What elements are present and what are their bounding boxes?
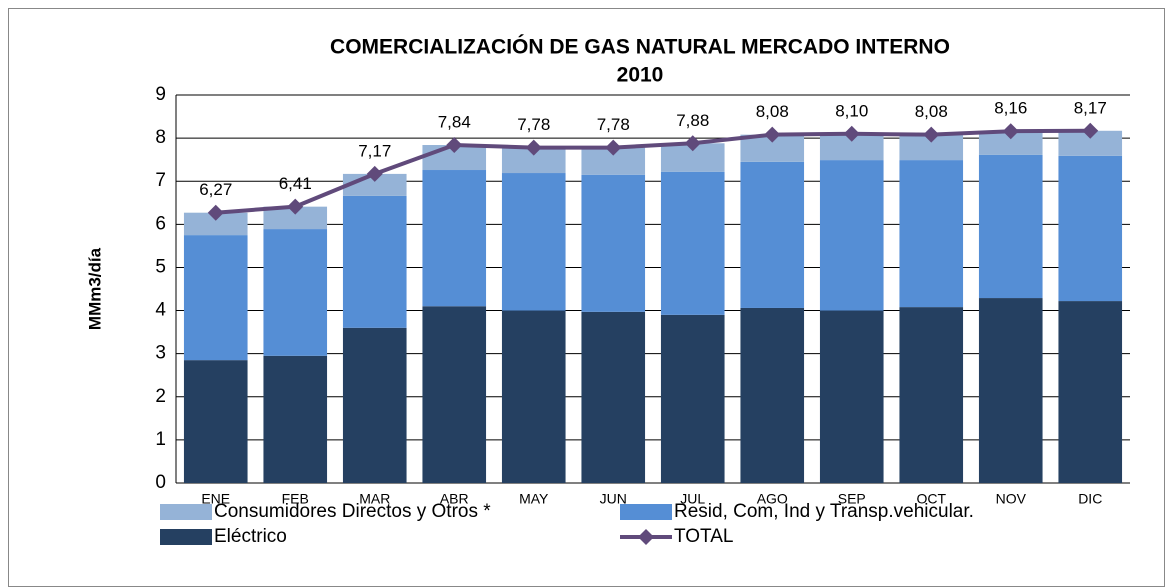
total-marker [1082,122,1099,139]
y-tick-label: 2 [155,386,166,407]
bar-segment [501,310,566,483]
data-label: 6,27 [199,180,232,199]
y-tick-label: 8 [155,127,166,148]
bar-segment [183,212,248,236]
bar-segment [978,154,1043,299]
y-tick-label: 1 [155,429,166,450]
bar-segment [660,171,725,315]
x-tick-label: FEB [282,491,309,507]
total-marker [843,125,860,142]
chart-title: 2010 [617,64,664,87]
total-marker [684,135,701,152]
x-tick-label: AGO [757,491,788,507]
data-label: 6,41 [279,174,312,193]
bar-segment [899,160,964,308]
total-marker [1002,123,1019,140]
data-label: 7,84 [438,112,471,131]
x-tick-label: OCT [916,491,946,507]
bar-segment [1058,301,1123,483]
x-tick-label: JUN [600,491,627,507]
x-tick-label: ENE [201,491,230,507]
y-tick-label: 5 [155,256,166,277]
legend-label: Resid, Com, Ind y Transp.vehicular. [674,501,974,522]
data-label: 7,78 [597,115,630,134]
data-label: 7,88 [676,111,709,130]
y-tick-label: 7 [155,170,166,191]
bar-segment [263,355,328,483]
bar-segment [978,131,1043,155]
total-marker [446,137,463,154]
bar-segment [899,307,964,483]
data-label: 8,17 [1074,98,1107,117]
bar-segment [740,161,805,308]
x-tick-label: SEP [838,491,866,507]
legend-swatch [160,504,212,520]
bar-segment [183,235,248,361]
y-tick-label: 9 [155,84,166,105]
y-tick-label: 4 [155,300,166,321]
bar-segment [581,174,646,312]
legend-swatch [160,529,212,545]
legend-label: TOTAL [674,526,733,547]
total-marker [605,139,622,156]
chart-title: COMERCIALIZACIÓN DE GAS NATURAL MERCADO … [330,35,950,59]
x-tick-label: JUL [680,491,705,507]
x-tick-label: DIC [1078,491,1102,507]
bar-segment [1058,155,1123,302]
bar-segment [978,298,1043,483]
total-marker [287,198,304,215]
bar-segment [501,173,566,311]
bar-segment [740,307,805,483]
x-tick-label: MAR [359,491,390,507]
bar-segment [183,360,248,483]
legend-label: Consumidores Directos y Otros * [214,501,491,522]
x-tick-label: MAY [519,491,549,507]
data-label: 7,78 [517,115,550,134]
bar-segment [581,311,646,483]
y-tick-label: 6 [155,213,166,234]
total-marker [366,165,383,182]
x-tick-label: ABR [440,491,469,507]
bar-segment [342,195,407,328]
total-marker [525,139,542,156]
total-marker [764,126,781,143]
bar-segment [819,310,884,483]
y-tick-label: 0 [155,472,166,493]
legend-label: Eléctrico [214,526,287,547]
y-axis-label: MMm3/día [85,247,104,330]
bar-segment [422,170,487,307]
bar-segment [342,327,407,483]
bar-segment [422,306,487,483]
y-tick-label: 3 [155,343,166,364]
total-marker [207,204,224,221]
data-label: 7,17 [358,141,391,160]
data-label: 8,16 [994,99,1027,118]
bar-segment [660,314,725,483]
legend-swatch [620,504,672,520]
bar-segment [263,206,328,230]
total-line [215,128,1091,215]
x-tick-label: NOV [996,491,1027,507]
data-label: 8,08 [756,102,789,121]
data-label: 8,10 [835,101,868,120]
bar-segment [263,229,328,356]
total-marker [923,126,940,143]
bar-segment [819,160,884,311]
legend-swatch [638,529,654,545]
data-label: 8,08 [915,102,948,121]
